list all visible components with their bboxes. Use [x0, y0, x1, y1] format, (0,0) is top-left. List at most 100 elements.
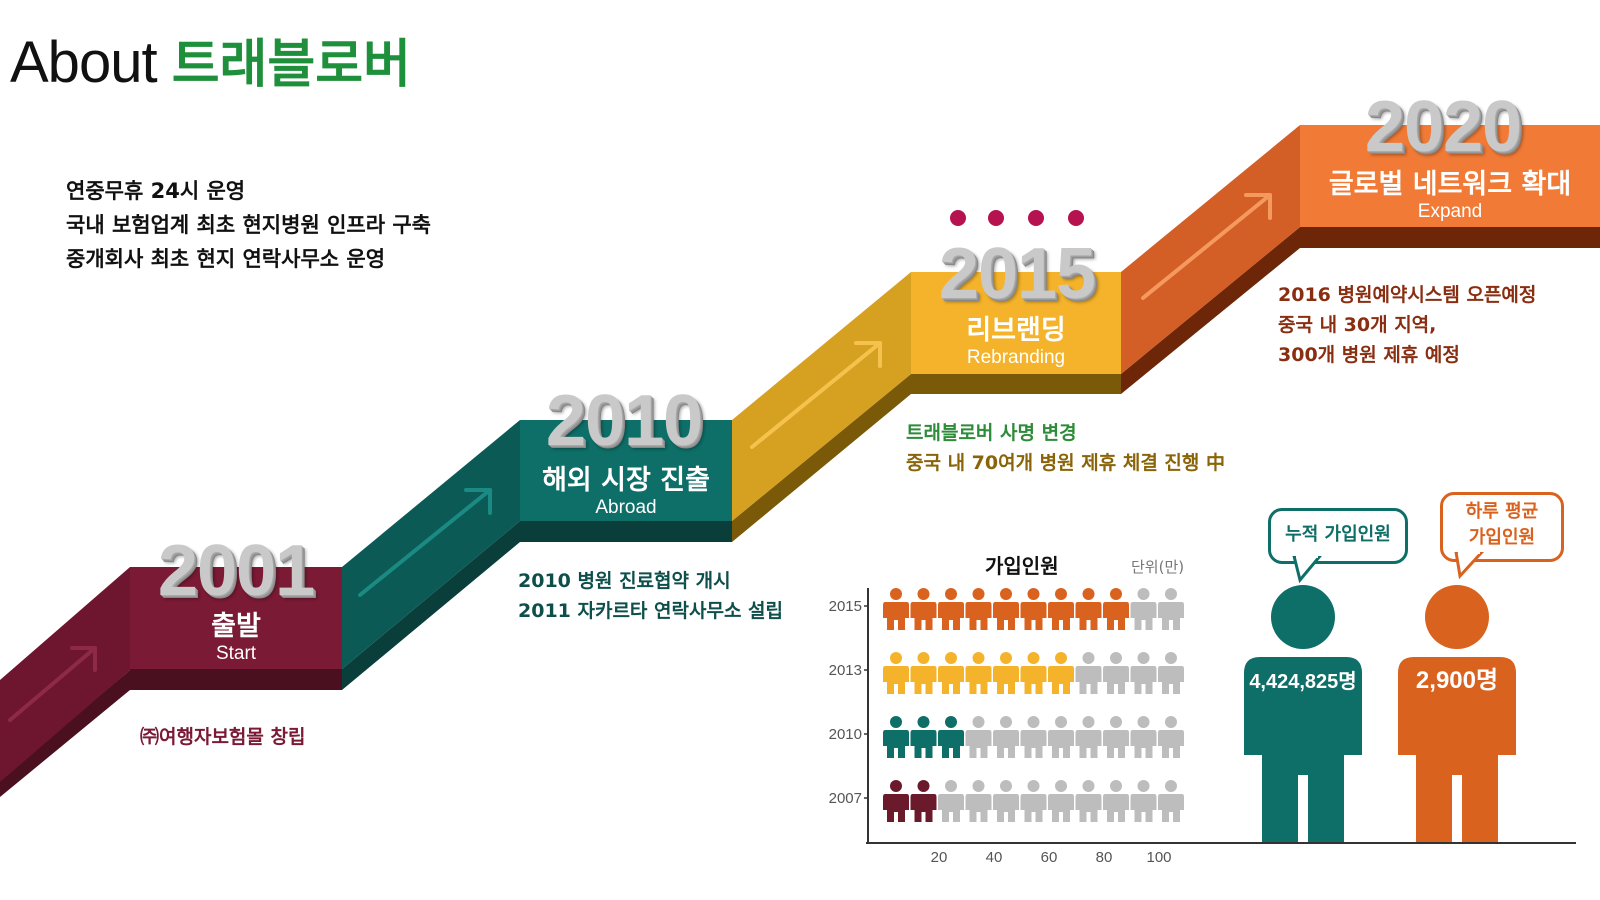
person-icon [1103, 716, 1129, 758]
milestone-subtitle: Rebranding [966, 347, 1066, 368]
platform-2010 [520, 420, 732, 521]
person-icon [965, 588, 992, 630]
person-icon [1103, 780, 1129, 822]
year-2010: 2010 [545, 381, 703, 461]
person-icon [1158, 716, 1184, 758]
desc-2001: ㈜여행자보험몰 창립 [140, 722, 305, 752]
person-icon [910, 716, 937, 758]
person-icon [1020, 588, 1047, 630]
arrow-icon [8, 646, 97, 722]
bubble-text: 가입인원 [1468, 527, 1536, 548]
desc-line: 2016 병원예약시스템 오픈예정 [1278, 284, 1537, 306]
decorative-dots [950, 210, 1084, 226]
ramp-2015-side [732, 374, 911, 542]
platform-2020 [1300, 125, 1600, 227]
x-tick-label: 80 [1096, 849, 1113, 866]
year-2001: 2001 [157, 531, 315, 611]
chart-baseline [866, 842, 1576, 844]
person-icon [883, 716, 909, 758]
bubble-tail-icon [1292, 556, 1322, 584]
person-icon [910, 780, 937, 822]
intro-note: 연중무휴 24시 운영 [66, 179, 246, 203]
title-accent: 트래블로버 [171, 35, 411, 95]
person-icon [1398, 585, 1516, 843]
person-icon [883, 652, 909, 694]
ramp-2020 [1121, 125, 1300, 374]
platform-label-2001: 출발 Start [130, 604, 342, 665]
person-icon [1075, 652, 1102, 694]
arrow-icon [750, 341, 882, 449]
desc-line: 300개 병원 제휴 예정 [1278, 344, 1460, 366]
daily-signups-value: 2,900명 [1415, 667, 1499, 694]
arrow-icon [358, 488, 492, 597]
person-icon [1075, 716, 1102, 758]
intro-note: 국내 보험업계 최초 현지병원 인프라 구축 [66, 213, 431, 237]
x-tick-label: 100 [1146, 849, 1171, 866]
chart-unit: 단위(만) [1131, 558, 1185, 576]
platform-label-2010: 해외 시장 진출 Abroad [520, 458, 732, 519]
arrow-icon [1141, 193, 1272, 300]
chart-title: 가입인원 [985, 554, 1059, 578]
person-icon [965, 716, 992, 758]
person-icon [1130, 652, 1157, 694]
ramp-2010-side [342, 521, 520, 690]
desc-line: 2010 병원 진료협약 개시 [518, 570, 731, 592]
milestone-title: 해외 시장 진출 [542, 465, 710, 496]
platform-2001 [130, 567, 342, 669]
bubble-tail-icon [1454, 552, 1485, 580]
person-icon [1158, 588, 1184, 630]
person-icon [993, 652, 1019, 694]
total-signups-value: 4,424,825명 [1249, 671, 1357, 693]
ramp-2010 [342, 420, 520, 669]
platform-2010-shadow [520, 520, 732, 542]
bubble-text: 하루 평균 [1465, 501, 1539, 522]
ramp-2020-side [1121, 227, 1300, 394]
milestone-subtitle: Expand [1417, 201, 1483, 222]
y-tick-label: 2013 [829, 662, 862, 679]
desc-2015: 트래블로버 사명 변경 중국 내 70여개 병원 제휴 체결 진행 中 [906, 418, 1225, 478]
person-icon [1020, 780, 1047, 822]
year-2015: 2015 [938, 234, 1096, 314]
desc-line: ㈜여행자보험몰 창립 [140, 726, 306, 748]
x-tick-label: 60 [1041, 849, 1058, 866]
person-icon [993, 588, 1019, 630]
person-icon [1048, 652, 1074, 694]
desc-line: 2011 자카르타 연락사무소 설립 [518, 600, 784, 622]
milestone-subtitle: Abroad [595, 497, 657, 518]
person-icon [1048, 780, 1074, 822]
person-icon [883, 780, 909, 822]
person-icon [1075, 588, 1102, 630]
bubble-total: 누적 가입인원 [1268, 508, 1408, 564]
person-icon [883, 588, 909, 630]
person-icon [1103, 652, 1129, 694]
page-title: About 트래블로버 [10, 28, 411, 100]
person-icon [1130, 588, 1157, 630]
person-icon [938, 780, 964, 822]
person-icon [910, 652, 937, 694]
dot [1068, 210, 1084, 226]
dot [950, 210, 966, 226]
person-icon [938, 588, 964, 630]
platform-2015 [911, 272, 1121, 374]
dot [988, 210, 1004, 226]
milestone-title: 출발 [211, 611, 261, 642]
y-tick-label: 2007 [829, 790, 862, 807]
platform-2020-shadow [1300, 226, 1600, 248]
person-icon [1158, 652, 1184, 694]
milestone-title: 글로벌 네트워크 확대 [1328, 169, 1572, 200]
milestone-title: 리브랜딩 [966, 315, 1066, 346]
person-icon [965, 652, 992, 694]
intro-note: 중개회사 최초 현지 연락사무소 운영 [66, 247, 386, 271]
desc-2010: 2010 병원 진료협약 개시 2011 자카르타 연락사무소 설립 [518, 566, 783, 626]
person-icon [1075, 780, 1102, 822]
person-icon [1048, 716, 1074, 758]
person-icon [1244, 585, 1362, 843]
person-icon [1048, 588, 1074, 630]
x-tick-label: 20 [931, 849, 948, 866]
y-tick-label: 2015 [829, 598, 862, 615]
ramp-2015 [732, 272, 911, 521]
desc-line: 트래블로버 사명 변경 [906, 422, 1077, 444]
person-icon [993, 716, 1019, 758]
bubble-text: 누적 가입인원 [1285, 524, 1391, 545]
